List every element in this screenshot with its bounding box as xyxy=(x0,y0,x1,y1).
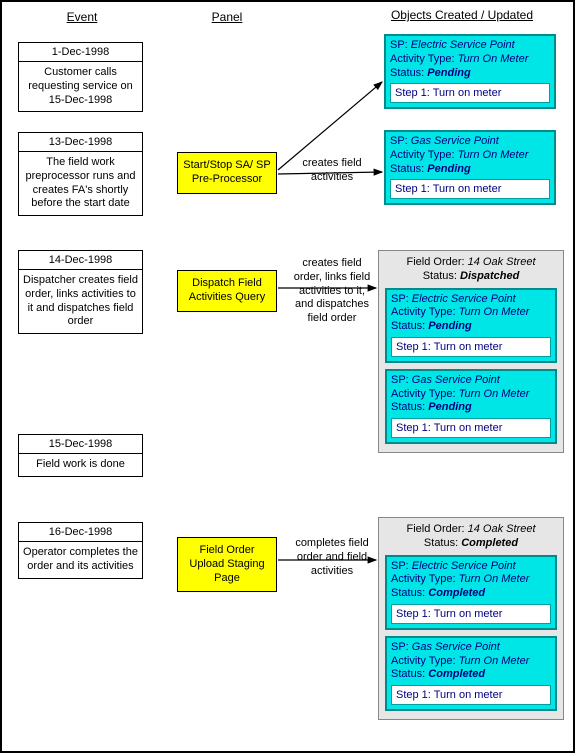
sp-line: Activity Type: Turn On Meter xyxy=(390,149,550,163)
event-box-3: 14-Dec-1998 Dispatcher creates field ord… xyxy=(18,250,143,334)
sp-line: Activity Type: Turn On Meter xyxy=(391,388,551,402)
event-box-5: 16-Dec-1998 Operator completes the order… xyxy=(18,522,143,579)
sp-line: Status: Pending xyxy=(390,163,550,177)
sp-step: Step 1: Turn on meter xyxy=(390,83,550,103)
arrow-label-3: completes field order and field activiti… xyxy=(292,537,372,578)
event-desc: The field work preprocessor runs and cre… xyxy=(19,152,142,215)
event-desc: Dispatcher creates field order, links ac… xyxy=(19,270,142,333)
event-box-2: 13-Dec-1998 The field work preprocessor … xyxy=(18,132,143,216)
header-panel: Panel xyxy=(197,10,257,24)
sp-box-gas-3: SP: Gas Service Point Activity Type: Tur… xyxy=(385,636,557,711)
event-desc: Operator completes the order and its act… xyxy=(19,542,142,578)
sp-box-electric-1: SP: Electric Service Point Activity Type… xyxy=(384,34,556,109)
event-date: 15-Dec-1998 xyxy=(19,435,142,454)
sp-line: SP: Gas Service Point xyxy=(390,135,550,149)
panel-box-1: Start/Stop SA/ SP Pre-Processor xyxy=(177,152,277,194)
event-desc: Field work is done xyxy=(19,454,142,476)
sp-line: Status: Pending xyxy=(390,67,550,81)
sp-line: Activity Type: Turn On Meter xyxy=(390,53,550,67)
sp-step: Step 1: Turn on meter xyxy=(391,604,551,624)
event-date: 14-Dec-1998 xyxy=(19,251,142,270)
sp-line: Activity Type: Turn On Meter xyxy=(391,655,551,669)
sp-box-gas-1: SP: Gas Service Point Activity Type: Tur… xyxy=(384,130,556,205)
fo-head: Field Order: 14 Oak Street Status: Dispa… xyxy=(385,255,557,284)
sp-box-electric-2: SP: Electric Service Point Activity Type… xyxy=(385,288,557,363)
sp-line: Status: Completed xyxy=(391,668,551,682)
sp-line: Status: Pending xyxy=(391,401,551,415)
field-order-box-1: Field Order: 14 Oak Street Status: Dispa… xyxy=(378,250,564,453)
sp-box-electric-3: SP: Electric Service Point Activity Type… xyxy=(385,555,557,630)
header-event: Event xyxy=(52,10,112,24)
sp-line: SP: Electric Service Point xyxy=(391,560,551,574)
event-date: 13-Dec-1998 xyxy=(19,133,142,152)
event-date: 1-Dec-1998 xyxy=(19,43,142,62)
header-objects: Objects Created / Updated xyxy=(372,8,552,22)
event-box-4: 15-Dec-1998 Field work is done xyxy=(18,434,143,477)
fo-head: Field Order: 14 Oak Street Status: Compl… xyxy=(385,522,557,551)
sp-line: Activity Type: Turn On Meter xyxy=(391,573,551,587)
sp-line: SP: Electric Service Point xyxy=(391,293,551,307)
field-order-box-2: Field Order: 14 Oak Street Status: Compl… xyxy=(378,517,564,720)
sp-step: Step 1: Turn on meter xyxy=(391,337,551,357)
event-date: 16-Dec-1998 xyxy=(19,523,142,542)
arrow-label-1: creates field activities xyxy=(292,157,372,185)
diagram-canvas: Event Panel Objects Created / Updated 1-… xyxy=(0,0,575,753)
sp-box-gas-2: SP: Gas Service Point Activity Type: Tur… xyxy=(385,369,557,444)
sp-step: Step 1: Turn on meter xyxy=(391,418,551,438)
sp-line: SP: Gas Service Point xyxy=(391,641,551,655)
arrow-label-2: creates field order, links field activit… xyxy=(292,257,372,326)
sp-line: SP: Gas Service Point xyxy=(391,374,551,388)
sp-line: Status: Completed xyxy=(391,587,551,601)
panel-box-2: Dispatch Field Activities Query xyxy=(177,270,277,312)
sp-step: Step 1: Turn on meter xyxy=(390,179,550,199)
sp-line: SP: Electric Service Point xyxy=(390,39,550,53)
sp-step: Step 1: Turn on meter xyxy=(391,685,551,705)
event-box-1: 1-Dec-1998 Customer calls requesting ser… xyxy=(18,42,143,112)
event-desc: Customer calls requesting service on 15-… xyxy=(19,62,142,111)
sp-line: Status: Pending xyxy=(391,320,551,334)
sp-line: Activity Type: Turn On Meter xyxy=(391,306,551,320)
panel-box-3: Field Order Upload Staging Page xyxy=(177,537,277,592)
